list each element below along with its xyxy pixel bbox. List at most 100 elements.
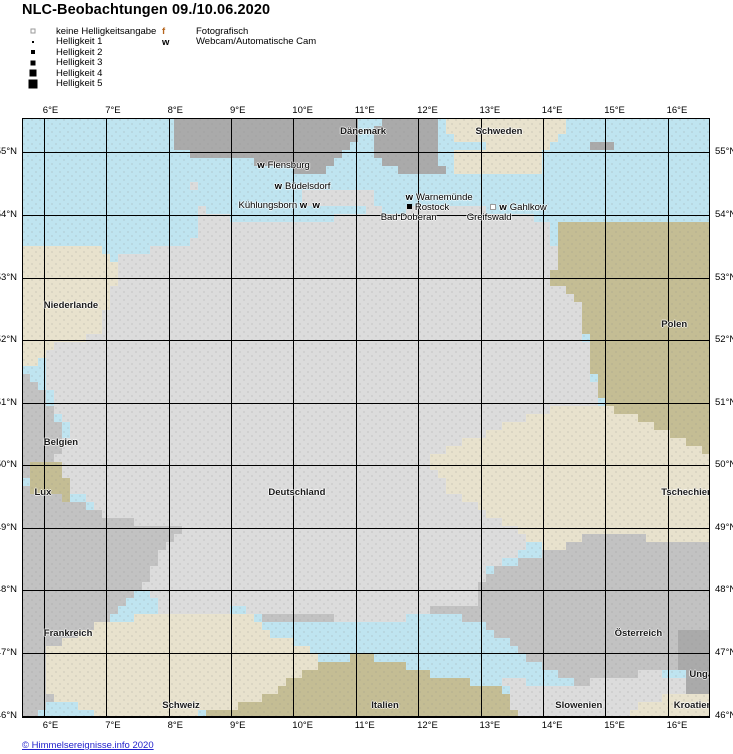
lat-label-left: 47°N	[0, 646, 17, 658]
map-canvas: Dänemark Schweden Niederlande Polen Belgien L…	[22, 118, 710, 718]
legend-method-label: Webcam/Automatische Cam	[196, 36, 317, 47]
parallel-line	[22, 215, 710, 216]
country-label: Deutschland	[268, 487, 326, 499]
lon-label-top: 15°E	[604, 105, 625, 116]
meridian-line	[667, 118, 669, 718]
lat-label-left: 50°N	[0, 459, 17, 471]
station-label: Rostock	[406, 201, 450, 213]
filled-square-icon	[22, 47, 44, 58]
lat-label-right: 52°N	[715, 334, 733, 346]
legend-method-label: Fotografisch	[196, 25, 249, 37]
lon-label-bottom: 12°E	[417, 720, 438, 731]
legend-brightness-label: Helligkeit 1	[56, 36, 103, 47]
webcam-marker-icon: w	[257, 160, 265, 172]
method-f-icon: f	[162, 26, 166, 37]
lon-label-top: 12°E	[417, 105, 438, 116]
station-name: Bad Doberan	[380, 211, 437, 223]
lon-label-top: 11°E	[354, 105, 375, 116]
lon-label-top: 8°E	[167, 105, 184, 116]
lon-label-bottom: 16°E	[666, 720, 688, 731]
method-w-icon: w	[162, 36, 170, 48]
legend-brightness-label: Helligkeit 4	[56, 67, 103, 79]
country-label: Ungarn	[689, 668, 710, 680]
lat-label-left: 52°N	[0, 334, 17, 346]
country-label: Kroatien	[673, 700, 710, 712]
lon-label-top: 7°E	[105, 105, 121, 116]
parallel-line	[22, 277, 710, 279]
webcam-marker-icon: w	[274, 181, 282, 193]
parallel-line	[22, 340, 710, 342]
country-label: Frankreich	[43, 628, 93, 640]
parallel-line	[22, 715, 710, 717]
lat-label-left: 51°N	[0, 396, 17, 408]
filled-square-icon	[22, 37, 44, 48]
map-container: Dänemark Schweden Niederlande Polen Belgien L…	[0, 105, 733, 731]
country-label: Tschechien	[661, 487, 710, 499]
meridian-line	[605, 118, 607, 718]
parallel-line	[22, 527, 710, 529]
meridian-line	[293, 118, 295, 718]
webcam-marker-icon: w	[405, 191, 413, 203]
lon-label-top: 6°E	[42, 105, 59, 116]
lat-label-right: 46°N	[715, 709, 733, 721]
lon-label-bottom: 13°E	[479, 720, 501, 731]
legend-brightness-label: Helligkeit 5	[56, 78, 103, 89]
country-label: Polen	[661, 318, 688, 330]
lon-label-top: 13°E	[479, 105, 501, 116]
lon-label-bottom: 7°E	[105, 720, 121, 731]
lat-label-right: 48°N	[715, 584, 733, 596]
parallel-line	[22, 402, 710, 404]
parallel-line	[22, 152, 710, 154]
legend-brightness-label: Helligkeit 3	[56, 57, 103, 68]
meridian-line	[355, 118, 357, 718]
lat-label-right: 53°N	[715, 271, 733, 283]
legend-brightness-label: Helligkeit 2	[56, 46, 103, 58]
lon-label-top: 14°E	[541, 105, 563, 116]
station-name: Warnemünde	[415, 191, 473, 203]
lat-label-left: 54°N	[0, 209, 17, 220]
footer: © Himmelsereignisse.info 2020	[22, 740, 154, 751]
lat-label-left: 48°N	[0, 584, 17, 596]
country-label: Belgien	[43, 437, 79, 449]
lat-label-left: 55°N	[0, 146, 17, 158]
legend-brightness-label: keine Helligkeitsangabe	[56, 25, 157, 37]
lon-label-top: 9°E	[230, 105, 246, 116]
webcam-marker-icon: w	[499, 201, 507, 213]
station-name: Greifswald	[466, 211, 512, 223]
copyright-link[interactable]: © Himmelsereignisse.info 2020	[22, 740, 154, 751]
lon-label-bottom: 6°E	[42, 720, 59, 731]
parallel-line	[22, 465, 710, 467]
meridian-line	[418, 118, 420, 718]
meridian-line	[480, 118, 482, 718]
country-label: Schweden	[475, 125, 523, 137]
lat-label-right: 50°N	[715, 459, 733, 471]
lon-label-top: 16°E	[666, 105, 688, 116]
lat-label-right: 47°N	[715, 646, 733, 658]
lon-label-bottom: 14°E	[541, 720, 563, 731]
meridian-line	[542, 118, 544, 718]
brightness-square-marker-icon	[406, 204, 412, 209]
lon-label-bottom: 10°E	[292, 720, 313, 731]
meridian-line	[231, 118, 232, 718]
lat-label-left: 49°N	[0, 521, 17, 533]
lat-label-right: 55°N	[715, 146, 733, 158]
station-name: Büdelsdorf	[284, 181, 331, 193]
country-label: Dänemark	[340, 125, 387, 137]
meridian-line	[106, 118, 108, 718]
station-label: Greifswald	[467, 212, 512, 223]
station-label: Kühlungsborn w w	[239, 200, 323, 211]
station-label: Bad Doberan	[381, 212, 437, 223]
webcam-marker-icon: w w	[299, 199, 320, 211]
lon-label-bottom: 15°E	[604, 720, 625, 731]
meridian-line	[168, 118, 170, 718]
station-label: w Warnemünde	[406, 192, 473, 203]
station-name: Kühlungsborn	[238, 199, 298, 211]
lon-label-bottom: 11°E	[354, 720, 375, 731]
lon-label-bottom: 8°E	[167, 720, 184, 731]
filled-square-icon	[22, 68, 44, 79]
page-title: NLC-Beobachtungen 09./10.06.2020	[22, 2, 271, 18]
station-name: Rostock	[414, 201, 450, 213]
country-label: Niederlande	[43, 299, 99, 311]
meridian-line	[43, 118, 45, 718]
lat-label-right: 51°N	[715, 396, 733, 408]
